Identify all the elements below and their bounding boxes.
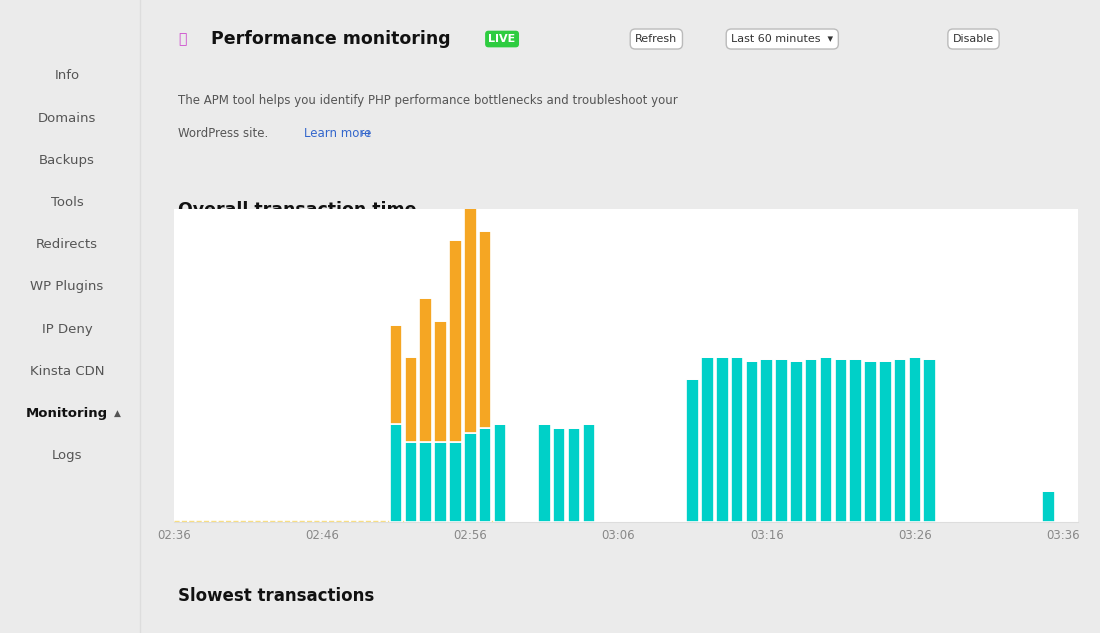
Bar <box>405 356 417 442</box>
Text: Performance monitoring: Performance monitoring <box>211 30 451 48</box>
Bar <box>478 231 492 429</box>
Bar <box>865 361 877 522</box>
Text: The APM tool helps you identify PHP performance bottlenecks and troubleshoot you: The APM tool helps you identify PHP perf… <box>178 94 678 107</box>
Bar <box>730 356 744 522</box>
Bar <box>583 423 595 522</box>
Bar <box>894 359 906 522</box>
Text: Slowest transactions: Slowest transactions <box>178 587 374 605</box>
Bar <box>568 429 581 522</box>
Text: WordPress site.: WordPress site. <box>178 127 268 140</box>
Text: 4,916.52 ms: 4,916.52 ms <box>965 242 1046 255</box>
Bar <box>909 356 921 522</box>
Text: 15,546.39 ms: 15,546.39 ms <box>434 242 525 255</box>
Bar <box>879 361 892 522</box>
Text: External:: External: <box>558 242 611 255</box>
Text: Disable: Disable <box>953 34 994 44</box>
Text: Learn more: Learn more <box>304 127 371 140</box>
Bar <box>776 359 788 522</box>
Bar <box>389 325 403 423</box>
Text: Backups: Backups <box>40 154 95 167</box>
Bar <box>405 442 417 522</box>
Bar <box>464 433 476 522</box>
Text: Refresh: Refresh <box>635 34 678 44</box>
Bar <box>478 429 492 522</box>
Bar <box>835 359 847 522</box>
Bar <box>1042 491 1055 522</box>
Bar <box>538 423 551 522</box>
Text: Average:: Average: <box>890 242 942 255</box>
Text: ↦: ↦ <box>361 127 371 140</box>
Text: PHP:: PHP: <box>198 242 226 255</box>
Text: Redirects: Redirects <box>36 238 98 251</box>
Text: 6,459,439.43 ms: 6,459,439.43 ms <box>239 242 350 255</box>
Bar <box>849 359 862 522</box>
Bar <box>716 356 728 522</box>
Bar <box>746 361 758 522</box>
Text: 932,820.14 ms: 932,820.14 ms <box>616 242 714 255</box>
Bar <box>449 241 462 442</box>
Text: ▲: ▲ <box>114 409 121 418</box>
Bar <box>464 200 476 433</box>
Bar <box>924 359 936 522</box>
Bar <box>790 361 803 522</box>
Bar <box>494 423 506 522</box>
Text: Domains: Domains <box>37 111 96 125</box>
Text: MySQL:: MySQL: <box>385 242 429 255</box>
Bar <box>805 359 817 522</box>
Bar <box>434 321 447 442</box>
Text: IP Deny: IP Deny <box>42 323 92 335</box>
Text: Overall transaction time: Overall transaction time <box>178 201 416 220</box>
Bar <box>389 423 403 522</box>
Bar <box>820 356 833 522</box>
Text: Monitoring: Monitoring <box>26 407 108 420</box>
Text: Info: Info <box>55 70 79 82</box>
Text: LIVE: LIVE <box>488 34 516 44</box>
Bar <box>434 442 447 522</box>
Bar <box>553 429 565 522</box>
Text: Last 60 minutes  ▾: Last 60 minutes ▾ <box>732 34 834 44</box>
Bar <box>701 356 714 522</box>
Text: Tools: Tools <box>51 196 84 209</box>
Bar <box>686 379 698 522</box>
Text: Logs: Logs <box>52 449 82 462</box>
Bar <box>419 298 432 442</box>
Text: Kinsta CDN: Kinsta CDN <box>30 365 105 378</box>
Bar <box>760 359 773 522</box>
Bar <box>449 442 462 522</box>
Bar <box>419 442 432 522</box>
Text: 🔔: 🔔 <box>178 32 186 46</box>
Text: WP Plugins: WP Plugins <box>31 280 103 294</box>
